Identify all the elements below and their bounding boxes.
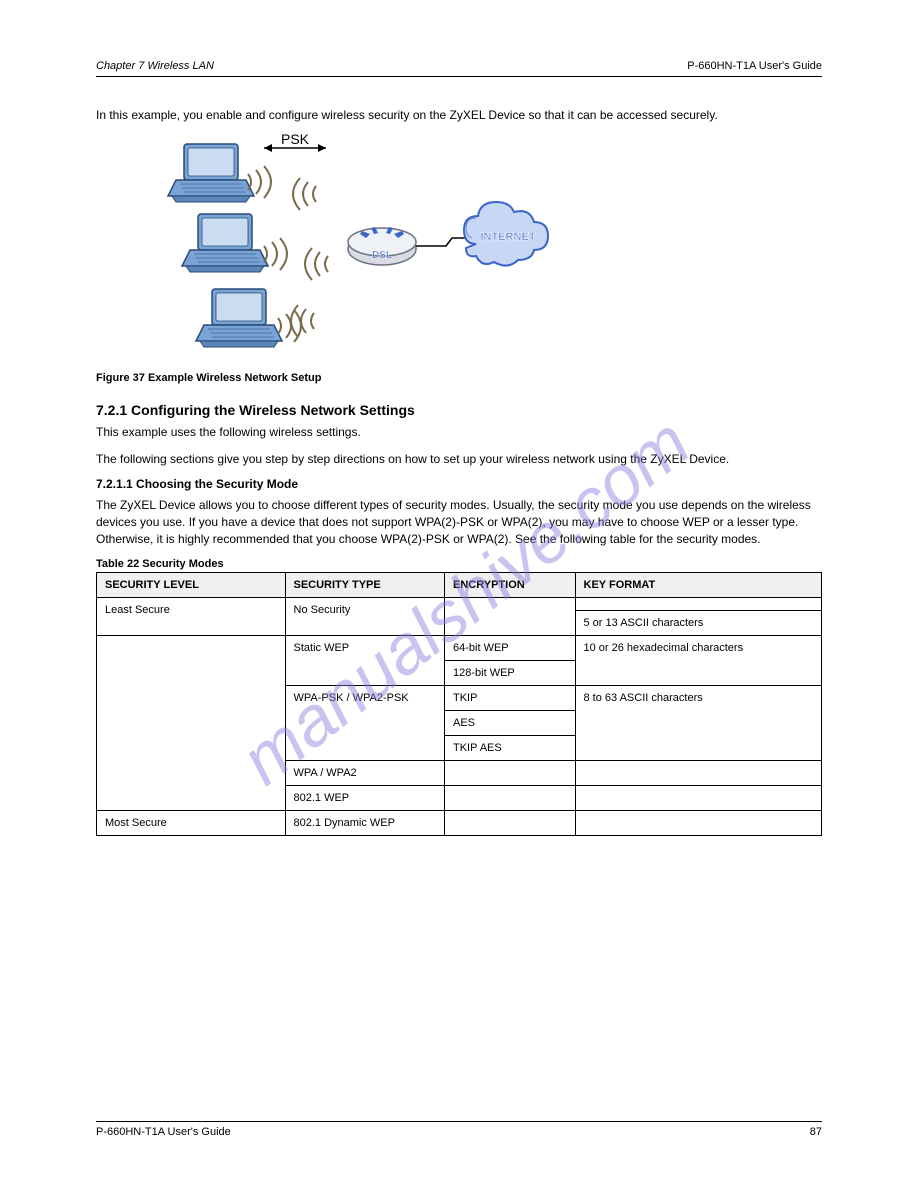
cell: TKIP: [445, 685, 576, 710]
paragraph-3: The ZyXEL Device allows you to choose di…: [96, 497, 822, 547]
cell: WPA-PSK / WPA2-PSK: [285, 685, 445, 760]
paragraph-1: This example uses the following wireless…: [96, 424, 822, 441]
heading-7-2-1: 7.2.1 Configuring the Wireless Network S…: [96, 402, 822, 418]
internet-cloud-icon: INTERNET: [464, 202, 548, 266]
cell: [575, 760, 822, 785]
figure-caption: Figure 37 Example Wireless Network Setup: [96, 372, 822, 384]
col-security-level: SECURITY LEVEL: [97, 572, 286, 597]
header-left: Chapter 7 Wireless LAN: [96, 60, 214, 72]
cell: Least Secure: [97, 597, 286, 635]
cell: [575, 810, 822, 835]
cell: [445, 810, 576, 835]
cell: [445, 785, 576, 810]
footer-left: P-660HN-T1A User's Guide: [96, 1126, 231, 1138]
col-security-type: SECURITY TYPE: [285, 572, 445, 597]
intro-paragraph: In this example, you enable and configur…: [96, 107, 822, 124]
page-footer: P-660HN-T1A User's Guide 87: [96, 1121, 822, 1138]
cell: 802.1 Dynamic WEP: [285, 810, 445, 835]
table-row: Static WEP 64-bit WEP 10 or 26 hexadecim…: [97, 635, 822, 660]
cell: WPA / WPA2: [285, 760, 445, 785]
cell: Most Secure: [97, 810, 286, 835]
table-row: Least Secure No Security: [97, 597, 822, 610]
router-icon: DSL: [348, 227, 416, 265]
cell: 64-bit WEP: [445, 635, 576, 660]
cell: AES: [445, 710, 576, 735]
page-header: Chapter 7 Wireless LAN P-660HN-T1A User'…: [96, 60, 822, 77]
col-encryption: ENCRYPTION: [445, 572, 576, 597]
cell: 10 or 26 hexadecimal characters: [575, 635, 822, 685]
header-right: P-660HN-T1A User's Guide: [687, 60, 822, 72]
cell: [445, 597, 576, 635]
col-key-format: KEY FORMAT: [575, 572, 822, 597]
table-row: Most Secure 802.1 Dynamic WEP: [97, 810, 822, 835]
table-title: Table 22 Security Modes: [96, 558, 822, 570]
cell: Static WEP: [285, 635, 445, 685]
psk-label: PSK: [281, 134, 310, 147]
cell: [575, 785, 822, 810]
heading-7-2-1-1: 7.2.1.1 Choosing the Security Mode: [96, 477, 822, 491]
internet-label: INTERNET: [481, 231, 536, 243]
network-diagram: PSK DSL INTERNET: [156, 134, 576, 364]
cell: 128-bit WEP: [445, 660, 576, 685]
cell: 8 to 63 ASCII characters: [575, 685, 822, 760]
paragraph-2: The following sections give you step by …: [96, 451, 822, 468]
router-label: DSL: [372, 250, 392, 261]
cell: 802.1 WEP: [285, 785, 445, 810]
cell: TKIP AES: [445, 735, 576, 760]
cell: No Security: [285, 597, 445, 635]
cell: 5 or 13 ASCII characters: [575, 610, 822, 635]
table-header-row: SECURITY LEVEL SECURITY TYPE ENCRYPTION …: [97, 572, 822, 597]
cell: [97, 635, 286, 810]
security-modes-table: SECURITY LEVEL SECURITY TYPE ENCRYPTION …: [96, 572, 822, 836]
cell: [445, 760, 576, 785]
cell: [575, 597, 822, 610]
footer-page-number: 87: [810, 1126, 822, 1138]
